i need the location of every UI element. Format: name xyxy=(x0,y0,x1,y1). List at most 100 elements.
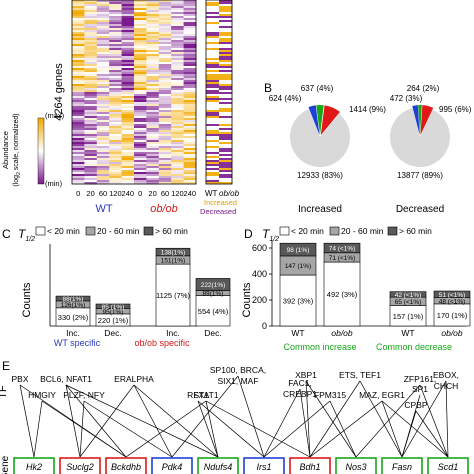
heatmap-cell xyxy=(84,180,98,183)
heatmap-cell xyxy=(183,142,197,145)
heatmap-cell xyxy=(146,142,160,145)
heatmap-cell xyxy=(134,98,147,101)
heatmap-cell xyxy=(109,122,122,125)
side-decreased-label: Decreased xyxy=(200,207,236,216)
heatmap-cell xyxy=(84,128,98,131)
heatmap-cell xyxy=(84,106,98,109)
heatmap-cell xyxy=(109,80,122,83)
heatmap-cell xyxy=(72,144,85,147)
heatmap-cell xyxy=(84,102,98,105)
heatmap-cell xyxy=(96,160,110,163)
bar-segment xyxy=(279,242,317,257)
side-heatmap-cell xyxy=(206,34,220,37)
regulatory-edge xyxy=(79,400,85,458)
heatmap-cell xyxy=(183,30,197,33)
panel-d-letter: D xyxy=(244,227,253,241)
heatmap-cell xyxy=(109,38,122,41)
heatmap-cell xyxy=(158,52,172,55)
heatmap-cell xyxy=(158,88,172,91)
heatmap-cell xyxy=(121,150,135,153)
heatmap-cell xyxy=(183,144,197,147)
heatmap-cell xyxy=(146,180,160,183)
heatmap-cell xyxy=(146,36,160,39)
heatmap-cell xyxy=(121,4,135,7)
heatmap-cell xyxy=(84,118,98,121)
heatmap-cell xyxy=(121,52,135,55)
bar-category-label: WT xyxy=(291,328,304,338)
side-heatmap-cell xyxy=(219,102,233,105)
heatmap-cell xyxy=(109,46,122,49)
side-heatmap-cell xyxy=(219,126,233,129)
heatmap-cell xyxy=(96,156,110,159)
heatmap-cell xyxy=(96,146,110,149)
side-heatmap-cell xyxy=(206,8,220,11)
gene-box xyxy=(105,457,147,474)
bar-segment-label: 151(1%) xyxy=(161,258,186,265)
heatmap-cell xyxy=(96,128,110,131)
heatmap-cell xyxy=(109,138,122,141)
tf-label: ETS, TEF1 xyxy=(339,370,381,380)
heatmap-cell xyxy=(146,108,160,111)
heatmap-cell xyxy=(96,176,110,179)
heatmap-cell xyxy=(72,58,85,61)
heatmap-cell xyxy=(158,30,172,33)
heatmap-cell xyxy=(183,178,197,181)
side-heatmap-cell xyxy=(206,86,220,89)
side-heatmap-cell xyxy=(219,68,233,71)
heatmap-cell xyxy=(84,172,98,175)
heatmap-frame xyxy=(71,0,197,185)
heatmap-cell xyxy=(158,162,172,165)
side-heatmap-cell xyxy=(219,110,233,113)
heatmap-cell xyxy=(84,114,98,117)
heatmap-cell xyxy=(158,148,172,151)
heatmap-cell xyxy=(171,172,184,175)
tf-label: BCL6, NFAT1 xyxy=(40,374,92,384)
side-heatmap-cell xyxy=(219,26,233,29)
heatmap-cell xyxy=(171,64,184,67)
heatmap-cell xyxy=(158,160,172,163)
heatmap-cell xyxy=(96,36,110,39)
heatmap-cell xyxy=(134,0,147,3)
heatmap-cell xyxy=(109,24,122,27)
heatmap-cell xyxy=(84,30,98,33)
heatmap-cell xyxy=(158,156,172,159)
heatmap-cell xyxy=(109,54,122,57)
side-heatmap-cell xyxy=(206,102,220,105)
heatmap-cell xyxy=(109,0,122,3)
heatmap-cell xyxy=(158,122,172,125)
heatmap-cell xyxy=(121,86,135,89)
side-heatmap-cell xyxy=(219,38,233,41)
heatmap-cell xyxy=(109,50,122,53)
side-heatmap-cell xyxy=(206,74,220,77)
heatmap-cell xyxy=(134,140,147,143)
heatmap-cell xyxy=(171,162,184,165)
heatmap-cell xyxy=(158,90,172,93)
heatmap-cell xyxy=(96,50,110,53)
heatmap-cell xyxy=(72,28,85,31)
heatmap-cell xyxy=(171,36,184,39)
heatmap-cell xyxy=(96,28,110,31)
bar-category-label: ob/ob xyxy=(331,328,353,338)
heatmap-cell xyxy=(183,88,197,91)
heatmap-cell xyxy=(146,8,160,11)
gene-label: Ndufs4 xyxy=(204,462,233,472)
bar-segment-label: 42 (<1%) xyxy=(395,292,422,299)
heatmap-cell xyxy=(158,66,172,69)
tf-label: SIX1, MAF xyxy=(217,376,258,386)
heatmap-cell xyxy=(146,72,160,75)
heatmap-cell xyxy=(171,142,184,145)
heatmap-cell xyxy=(96,158,110,161)
side-heatmap-cell xyxy=(206,24,220,27)
heatmap-cell xyxy=(72,86,85,89)
heatmap-cell xyxy=(183,76,197,79)
side-heatmap-cell xyxy=(206,36,220,39)
heatmap-cell xyxy=(171,18,184,21)
heatmap-cell xyxy=(72,136,85,139)
heatmap-cell xyxy=(84,4,98,7)
heatmap-cell xyxy=(121,64,135,67)
bar-segment-label: 220 (1%) xyxy=(98,316,129,325)
heatmap-cell xyxy=(96,78,110,81)
panel-d-yticks: 0 200 400 600 xyxy=(252,243,272,331)
heatmap-cell xyxy=(72,84,85,87)
side-heatmap-cell xyxy=(219,50,233,53)
